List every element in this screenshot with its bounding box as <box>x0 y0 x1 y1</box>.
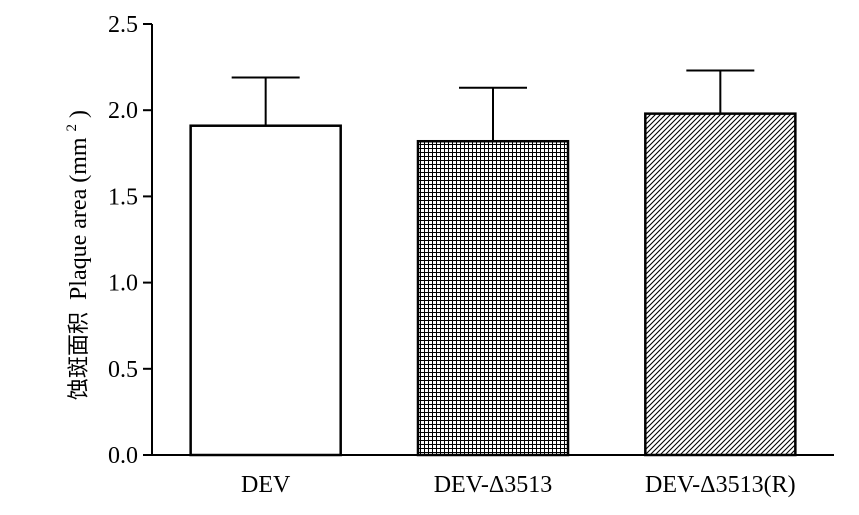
y-tick-label: 0.0 <box>108 443 138 469</box>
x-tick-labels: DEV DEV-Δ3513 DEV-Δ3513(R) <box>241 472 796 498</box>
error-bars-layer <box>231 69 755 142</box>
y-tick-label: 0.5 <box>108 357 138 383</box>
y-axis-label-chinese: 蚀斑面积 <box>67 312 92 400</box>
y-axis-label-close: ) <box>66 110 92 118</box>
bar-1 <box>416 139 570 457</box>
bar-2 <box>644 112 797 457</box>
x-tick-label: DEV <box>241 472 291 498</box>
x-tick-label: DEV-Δ3513 <box>434 472 553 498</box>
y-tick-label: 1.0 <box>108 271 138 297</box>
y-tick-label: 2.5 <box>108 12 138 38</box>
y-axis-label: 蚀斑面积 Plaque area (mm 2 ) <box>56 110 92 400</box>
y-axis-label-english: Plaque area (mm <box>66 137 92 300</box>
y-tick-label: 1.5 <box>108 184 138 210</box>
bars-layer <box>189 112 797 457</box>
y-ticks: 0.0 0.5 1.0 1.5 2.0 2.5 <box>108 12 152 469</box>
y-axis-label-superscript: 2 <box>64 124 80 132</box>
y-tick-label: 2.0 <box>108 98 138 124</box>
bar-0 <box>189 124 342 457</box>
x-tick-label: DEV-Δ3513(R) <box>645 472 796 498</box>
